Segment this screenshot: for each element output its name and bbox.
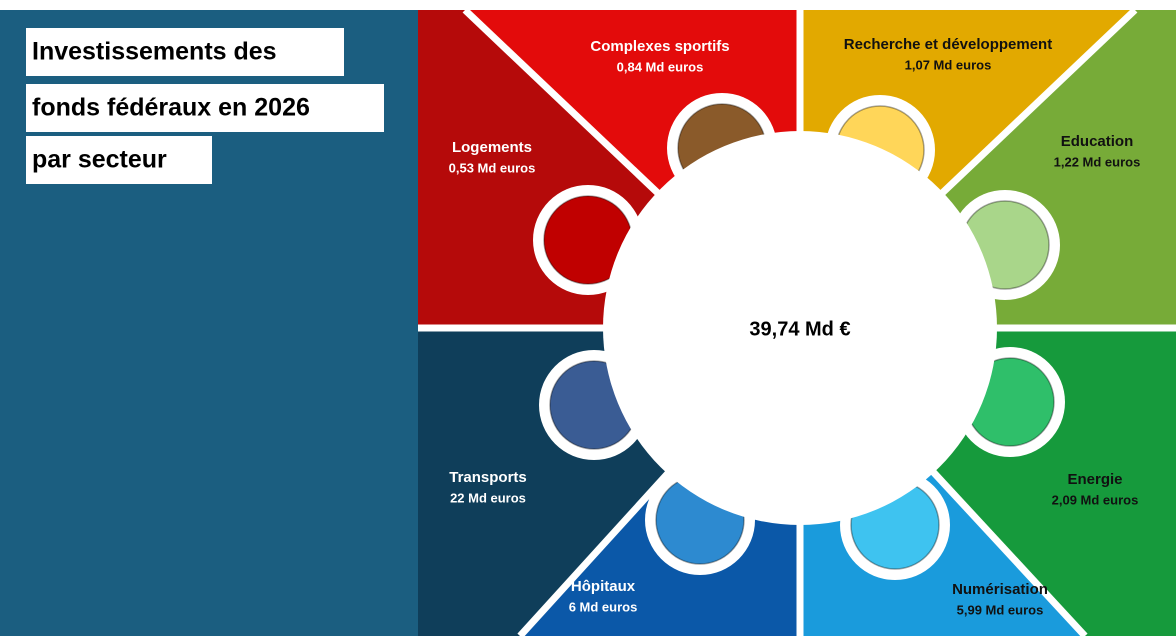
title-line: fonds fédéraux en 2026: [32, 94, 310, 122]
sector-name: Complexes sportifs: [590, 38, 729, 55]
title-line: par secteur: [32, 146, 167, 174]
sector-amount: 5,99 Md euros: [957, 602, 1044, 617]
sector-amount: 2,09 Md euros: [1052, 492, 1139, 507]
sector-name: Recherche et développement: [844, 36, 1052, 53]
title-box: [26, 136, 212, 184]
sector-amount: 0,53 Md euros: [449, 160, 536, 175]
sector-name: Education: [1061, 133, 1134, 150]
title-box: [26, 28, 344, 76]
total: 39,74 Md €: [749, 318, 850, 340]
sector-amount: 6 Md euros: [569, 599, 638, 614]
sector-amount: 1,22 Md euros: [1054, 154, 1141, 169]
center-circle: [603, 131, 997, 525]
sector-name: Energie: [1067, 471, 1122, 488]
title-box: [26, 84, 384, 132]
sector-name: Transports: [449, 469, 527, 486]
sector-amount: 1,07 Md euros: [905, 57, 992, 72]
title: Investissements des fonds fédéraux en 202…: [26, 28, 384, 184]
sector-name: Numérisation: [952, 581, 1048, 598]
title-line: Investissements des: [32, 38, 277, 66]
sector-amount: 22 Md euros: [450, 490, 526, 505]
sector-name: Logements: [452, 139, 532, 156]
sector-name: Hôpitaux: [571, 578, 636, 595]
sector-amount: 0,84 Md euros: [617, 59, 704, 74]
